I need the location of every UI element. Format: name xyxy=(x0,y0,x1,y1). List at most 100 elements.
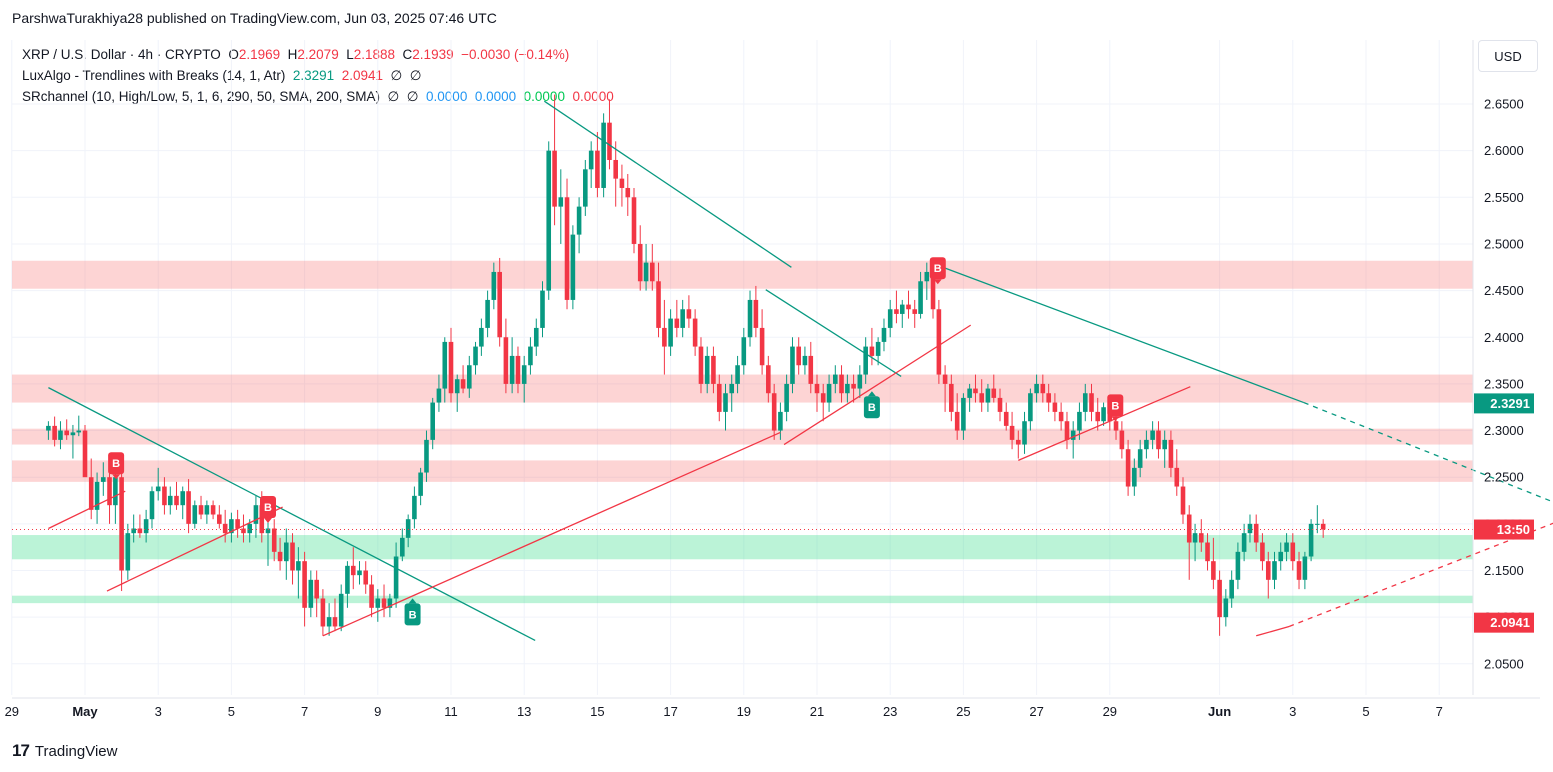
candle-body xyxy=(576,206,582,235)
publish-caption: ParshwaTurakhiya28 published on TradingV… xyxy=(12,10,497,26)
tradingview-footer[interactable]: 17 TradingView xyxy=(12,741,117,761)
currency-button[interactable]: USD xyxy=(1478,40,1538,72)
candle-body xyxy=(1144,439,1149,450)
candle-body xyxy=(46,425,51,431)
candle-body xyxy=(302,561,307,608)
candle-body xyxy=(1253,523,1259,543)
candle-body xyxy=(503,337,509,384)
candle-body xyxy=(473,346,478,366)
candle-body xyxy=(857,374,863,389)
candle-body xyxy=(637,243,643,282)
candle-body xyxy=(601,122,606,188)
candle-body xyxy=(851,383,856,389)
candle-body xyxy=(119,477,124,571)
candle-body xyxy=(924,271,930,282)
candle-body xyxy=(833,374,838,384)
candle-body xyxy=(143,519,149,534)
price-tag-2: 2.0941 xyxy=(1474,612,1534,633)
candle-body xyxy=(1125,449,1131,487)
time-tick-label: 13 xyxy=(517,704,531,719)
candle-body xyxy=(869,346,875,356)
indicator-2-value-2: ∅ xyxy=(406,89,419,104)
candle-body xyxy=(1174,467,1180,487)
time-tick-label: 21 xyxy=(810,704,824,719)
candle-body xyxy=(1186,514,1192,543)
candle-body xyxy=(521,365,527,384)
candle-body xyxy=(918,281,923,314)
price-tick-label: 2.5000 xyxy=(1484,236,1524,251)
close-value: 2.1939 xyxy=(412,47,454,62)
candle-body xyxy=(887,309,893,328)
candle-body xyxy=(546,150,552,291)
time-tick-label: 17 xyxy=(663,704,677,719)
candle-body xyxy=(1095,411,1101,422)
candle-body xyxy=(162,486,167,506)
signal-box xyxy=(1107,394,1124,417)
candle-body xyxy=(528,346,533,366)
candle-body xyxy=(839,374,844,394)
candle-body xyxy=(1052,402,1058,412)
signal-down-1: B xyxy=(260,496,276,524)
sr-zone-resistance-3 xyxy=(12,460,1473,482)
candle-body xyxy=(1156,430,1161,450)
candle-body xyxy=(350,565,356,576)
candle-body xyxy=(101,477,106,482)
price-tick-label: 2.6500 xyxy=(1484,97,1524,112)
signal-box xyxy=(863,396,880,419)
candle-body xyxy=(1284,542,1289,552)
candle-body xyxy=(881,327,887,342)
candle-body xyxy=(76,430,82,433)
candle-body xyxy=(954,411,960,431)
candle-body xyxy=(1278,551,1284,562)
indicator-2-name: SRchannel (10, High/Low, 5, 1, 6, 290, 5… xyxy=(22,89,380,104)
candle-body xyxy=(912,309,918,314)
candle-body xyxy=(826,383,832,403)
candle-body xyxy=(570,234,576,300)
candle-body xyxy=(668,318,673,347)
candle-body xyxy=(1192,533,1198,543)
candle-body xyxy=(552,150,557,207)
candle-body xyxy=(790,346,795,384)
candle-body xyxy=(332,617,338,627)
candle-body xyxy=(1290,542,1296,562)
candle-body xyxy=(180,491,186,506)
candle-body xyxy=(680,309,685,328)
candle-body xyxy=(1296,561,1302,580)
candle-body xyxy=(1077,411,1082,431)
candle-body xyxy=(650,262,655,282)
indicator-1-value-1: 2.3291 xyxy=(292,68,335,83)
candle-body xyxy=(107,477,112,506)
legend-indicator-1[interactable]: LuxAlgo - Trendlines with Breaks (14, 1,… xyxy=(22,65,614,86)
trendline-6 xyxy=(106,506,283,592)
trendline-0 xyxy=(48,387,536,642)
tradingview-logo-icon: 17 xyxy=(12,741,30,760)
candle-body xyxy=(1040,383,1046,394)
candle-body xyxy=(509,355,515,384)
legend-indicator-2[interactable]: SRchannel (10, High/Low, 5, 1, 6, 290, 5… xyxy=(22,86,614,107)
candle-body xyxy=(137,528,143,534)
candle-body xyxy=(412,495,417,520)
open-value: 2.1969 xyxy=(238,47,281,62)
candle-body xyxy=(253,505,259,524)
candle-body xyxy=(607,122,612,160)
candle-body xyxy=(167,495,173,506)
signal-label: B xyxy=(868,402,876,414)
low-value: 2.1888 xyxy=(353,47,396,62)
candle-body xyxy=(1113,421,1119,431)
candle-body xyxy=(247,523,252,534)
candle-body xyxy=(448,341,454,394)
signal-label: B xyxy=(409,609,417,621)
sr-zone-resistance-0 xyxy=(12,260,1473,289)
signal-label: B xyxy=(934,263,942,275)
signal-pointer xyxy=(867,391,876,397)
candle-body xyxy=(338,593,344,627)
candle-body xyxy=(259,505,265,534)
candle-body xyxy=(808,355,814,384)
candle-body xyxy=(284,542,289,562)
symbol-label[interactable]: XRP / U.S. Dollar · 4h · CRYPTO xyxy=(22,47,221,62)
indicator-1-value-3: ∅ xyxy=(390,68,403,83)
candle-body xyxy=(52,425,57,440)
candle-body xyxy=(1217,579,1222,618)
trendline-7 xyxy=(322,431,781,637)
